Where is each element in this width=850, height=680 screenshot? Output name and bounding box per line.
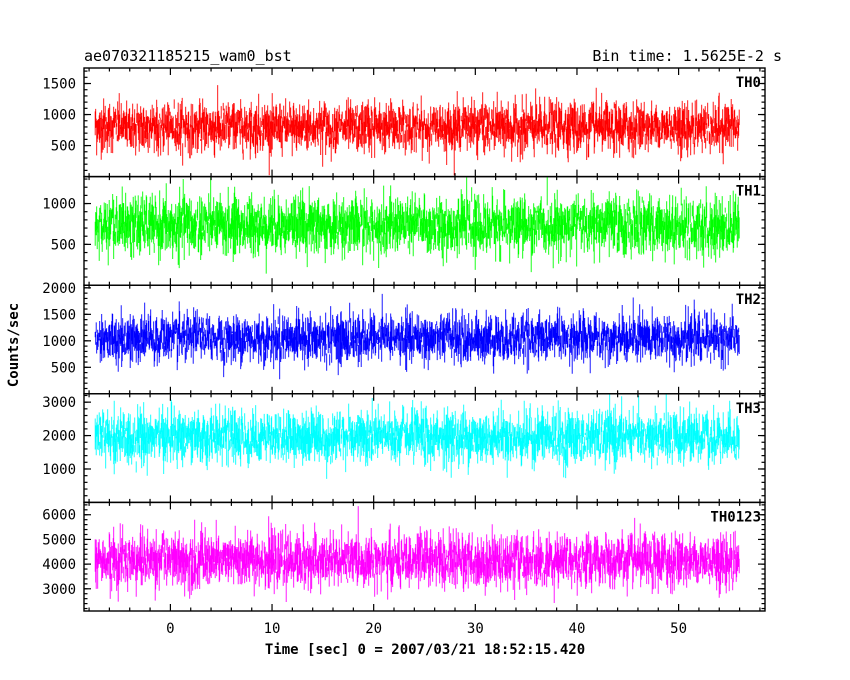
chart-title: ae070321185215_wam0_bst (84, 47, 292, 65)
series-th2 (94, 293, 740, 380)
x-tick-label: 40 (569, 621, 586, 637)
y-tick-label: 2000 (42, 281, 76, 297)
y-axis-label: Counts/sec (6, 303, 22, 387)
y-tick-label: 1500 (42, 307, 76, 323)
panel-th3: 1000 2000 3000 TH3 (42, 393, 766, 504)
panel-label-th0: TH0 (736, 75, 761, 91)
y-tick-label: 3000 (42, 582, 76, 598)
bin-time-label: Bin time: 1.5625E-2 s (592, 47, 782, 65)
x-tick-label: 0 (166, 621, 174, 637)
panel-label-th3: TH3 (736, 401, 761, 417)
y-tick-label: 1000 (42, 334, 76, 350)
x-tick-label: 10 (264, 621, 281, 637)
y-tick-label: 5000 (42, 532, 76, 548)
x-tick-label: 20 (365, 621, 382, 637)
panel-th1: 500 1000 TH1 (42, 175, 766, 286)
series-th1 (94, 176, 740, 274)
y-tick-label: 1500 (42, 77, 76, 93)
y-tick-label: 500 (51, 139, 76, 155)
series-th3 (94, 393, 740, 479)
y-tick-label: 2000 (42, 429, 76, 445)
series-th0 (94, 85, 740, 176)
y-tick-label: 4000 (42, 557, 76, 573)
panel-th2: 500 1000 1500 2000 TH2 (42, 281, 766, 395)
panel-label-th1: TH1 (736, 184, 761, 200)
series-th0123 (94, 506, 740, 603)
panel-th0: 500 1000 1500 TH0 (42, 67, 766, 178)
y-tick-label: 500 (51, 360, 76, 376)
panel-label-th0123: TH0123 (710, 509, 761, 525)
y-tick-label: 1000 (42, 108, 76, 124)
panel-th0123: 3000 4000 5000 6000 TH0123 (42, 501, 766, 612)
y-tick-label: 500 (51, 237, 76, 253)
panel-frame (83, 501, 766, 612)
x-tick-label: 30 (467, 621, 484, 637)
y-tick-label: 3000 (42, 395, 76, 411)
x-tick-label: 50 (670, 621, 687, 637)
panel-label-th2: TH2 (736, 292, 761, 308)
y-tick-label: 6000 (42, 508, 76, 524)
x-axis-label: Time [sec] 0 = 2007/03/21 18:52:15.420 (265, 642, 585, 658)
y-tick-label: 1000 (42, 197, 76, 213)
y-tick-label: 1000 (42, 462, 76, 478)
